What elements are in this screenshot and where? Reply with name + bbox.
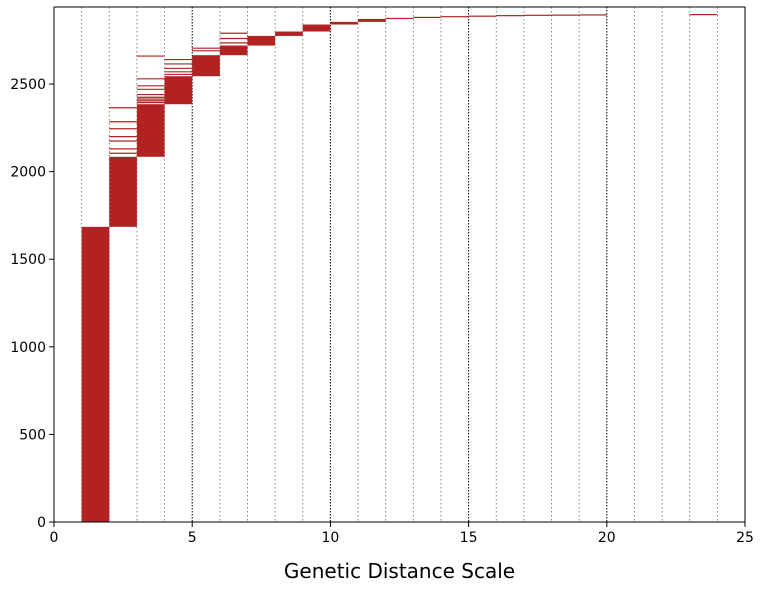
x-tick-label: 5	[188, 530, 197, 546]
x-axis-title: Genetic Distance Scale	[284, 559, 515, 583]
histogram-bar	[440, 16, 469, 18]
y-tick-label: 2500	[10, 77, 46, 93]
y-tick-label: 1500	[10, 252, 46, 268]
histogram-bar	[579, 14, 607, 16]
grid-layer	[81, 7, 718, 522]
histogram-bar	[358, 18, 386, 22]
ticks-layer: 0 5 10 15 20 25 0 500 1000 1500 2000 2500	[10, 77, 754, 546]
x-tick-label: 10	[321, 530, 339, 546]
outlier-lines-layer	[109, 32, 248, 154]
histogram-bar	[330, 21, 359, 25]
histogram-bar	[413, 16, 441, 19]
plot-frame	[53, 6, 746, 523]
x-tick-label: 0	[50, 530, 59, 546]
histogram-bar	[496, 15, 524, 17]
histogram-bar	[689, 14, 718, 16]
histogram-bar	[468, 15, 497, 17]
y-tick-label: 0	[37, 515, 46, 531]
y-tick-label: 2000	[10, 165, 46, 181]
histogram-bar	[136, 104, 165, 157]
histogram-bar	[219, 45, 248, 56]
bars-layer	[81, 14, 718, 522]
histogram-bar	[192, 55, 220, 77]
x-tick-label: 15	[460, 530, 478, 546]
histogram-bar	[164, 76, 193, 105]
x-tick-label: 20	[598, 530, 616, 546]
histogram-bar	[81, 226, 110, 522]
histogram-bar	[523, 14, 552, 16]
histogram-bar	[551, 14, 580, 16]
x-tick-label: 25	[736, 530, 754, 546]
y-tick-label: 500	[19, 427, 46, 443]
histogram-bar	[302, 24, 331, 32]
y-tick-label: 1000	[10, 340, 46, 356]
histogram-bar	[275, 31, 303, 36]
histogram-bar	[385, 17, 414, 20]
histogram-bar	[247, 35, 276, 46]
histogram-bar	[109, 156, 137, 227]
